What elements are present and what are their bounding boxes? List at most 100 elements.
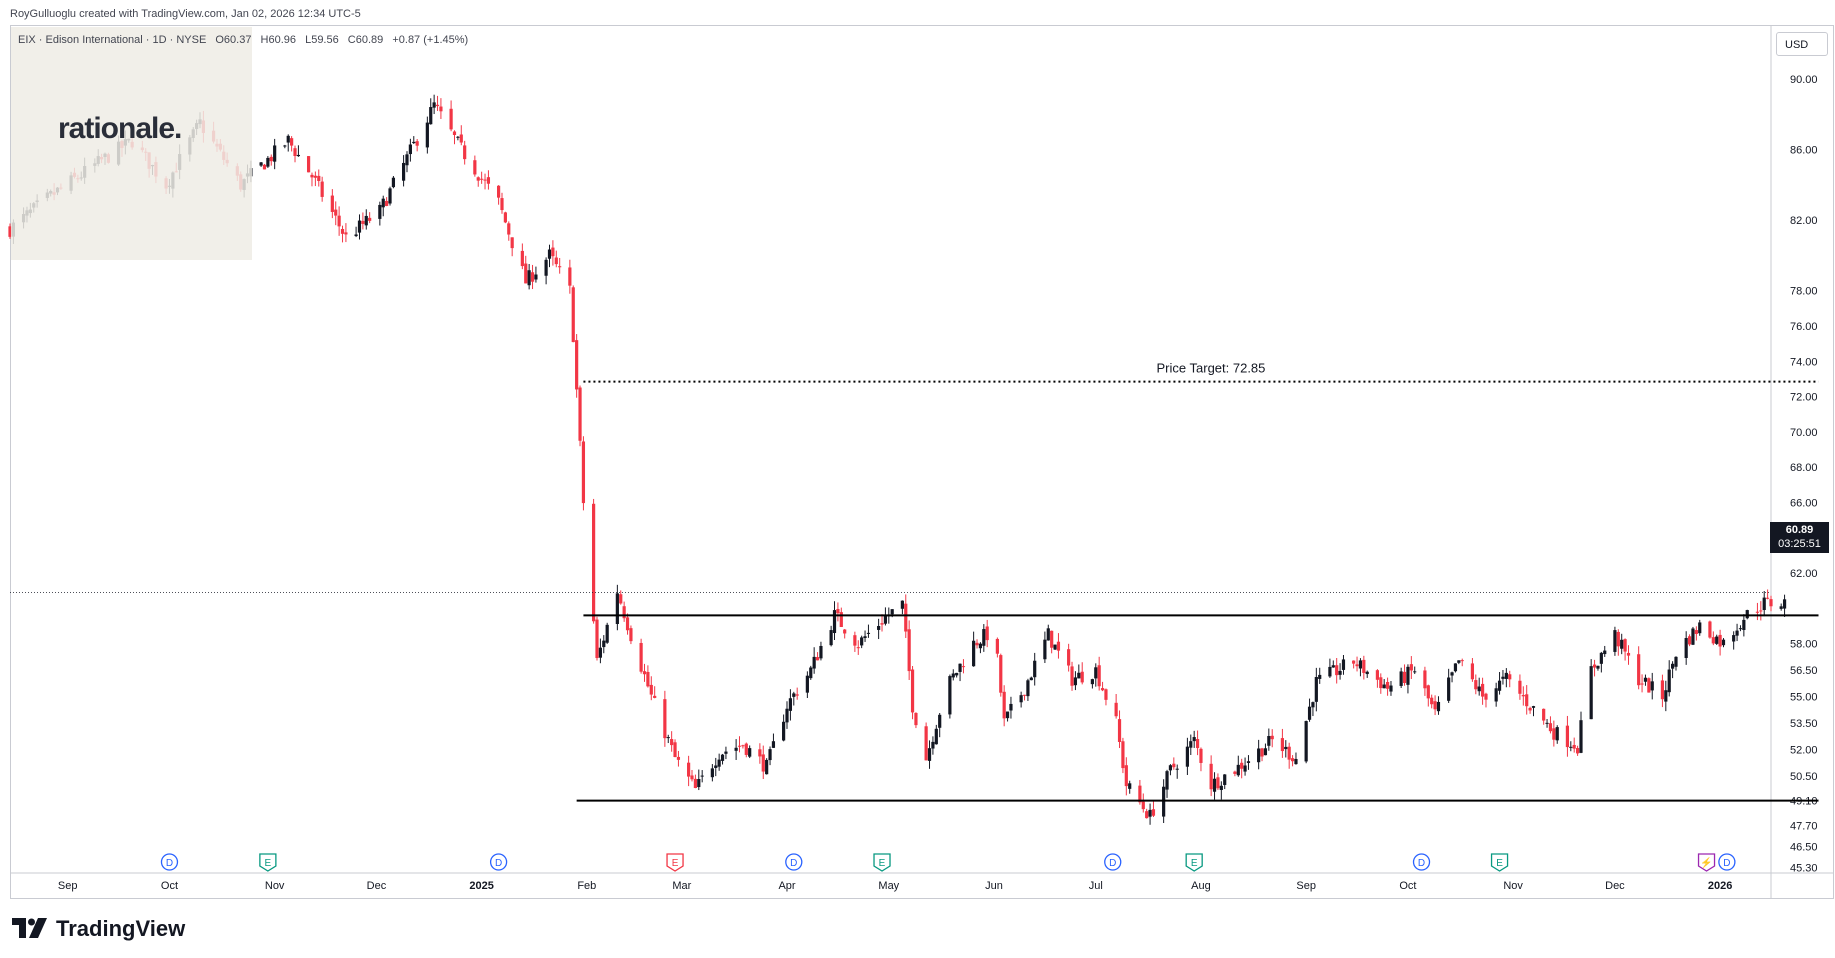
time-tick-label: Nov	[1503, 880, 1523, 892]
candle-body	[1667, 669, 1671, 693]
tradingview-brand[interactable]: TradingView	[12, 914, 185, 944]
candle-body	[1453, 663, 1458, 672]
candle-body	[737, 745, 742, 747]
candle-body	[792, 693, 796, 697]
candle-body	[955, 672, 959, 676]
candle-body	[1148, 809, 1152, 817]
time-tick-label: Oct	[1399, 880, 1416, 892]
price-tick-label: 72.00	[1790, 392, 1818, 404]
candle-body	[1192, 737, 1196, 742]
candle-body	[619, 594, 623, 604]
split-marker-glyph: ⚡	[1700, 856, 1712, 869]
candle-body	[914, 712, 918, 726]
candle-body	[639, 642, 643, 672]
candle-body	[1399, 671, 1403, 686]
candle-body	[734, 747, 738, 751]
candle-body	[877, 626, 881, 630]
candle-body	[1589, 666, 1593, 720]
candle-body	[843, 629, 847, 634]
candle-body	[1050, 630, 1054, 648]
candle-body	[1022, 694, 1027, 696]
dividend-marker-glyph: D	[1723, 858, 1730, 869]
candle-body	[1406, 666, 1410, 685]
candle-body	[1430, 697, 1434, 705]
candle-body	[995, 638, 999, 654]
candle-body	[646, 671, 650, 687]
candle-body	[605, 624, 609, 643]
earnings-marker-glyph: E	[672, 858, 679, 869]
candle-body	[476, 177, 480, 181]
candle-body	[1742, 619, 1746, 631]
tradingview-wordmark: TradingView	[56, 916, 186, 941]
legend-low: L59.56	[305, 34, 339, 46]
time-tick-label: Sep	[58, 880, 78, 892]
candle-body	[615, 593, 619, 625]
candle-body	[978, 643, 983, 649]
price-tick-label: 46.50	[1790, 842, 1818, 854]
candle-body	[1352, 660, 1356, 664]
candle-body	[812, 656, 816, 669]
candle-body	[527, 270, 531, 286]
candle-body	[1521, 695, 1525, 697]
candle-body	[1433, 701, 1437, 710]
candle-body	[425, 122, 429, 148]
candle-body	[1067, 649, 1071, 666]
candle-body	[497, 185, 501, 198]
candle-body	[1284, 746, 1288, 750]
candle-body	[1671, 663, 1675, 669]
candle-body	[1216, 777, 1220, 789]
candle-body	[1684, 638, 1688, 658]
candle-body	[578, 387, 582, 441]
candle-body	[344, 232, 348, 235]
watermark-panel	[11, 27, 252, 260]
candle-body	[1691, 628, 1695, 645]
candle-body	[1257, 748, 1261, 763]
candle-body	[1260, 748, 1264, 757]
candle-body	[622, 606, 626, 619]
candle-body	[551, 247, 555, 257]
candle-body	[690, 775, 694, 780]
candle-body	[1548, 723, 1553, 732]
candle-body	[357, 220, 362, 233]
candle-body	[1212, 778, 1217, 792]
time-tick-label: Dec	[1605, 880, 1625, 892]
candle-body	[1687, 636, 1692, 645]
candle-body	[1117, 719, 1122, 742]
candle-body	[500, 198, 504, 211]
candle-body	[1674, 656, 1678, 667]
candle-body	[1056, 641, 1061, 651]
candle-body	[1698, 622, 1702, 634]
candle-body	[1365, 671, 1369, 675]
candle-body	[649, 684, 653, 695]
candle-body	[676, 756, 681, 760]
candle-body	[259, 162, 263, 166]
candle-body	[853, 635, 857, 646]
price-tick-label: 50.50	[1790, 771, 1818, 783]
candle-body	[1480, 683, 1485, 697]
candle-body	[836, 609, 840, 614]
candle-body	[758, 749, 762, 757]
candle-body	[829, 630, 833, 646]
time-tick-label: Apr	[778, 880, 795, 892]
candle-body	[1355, 664, 1359, 667]
candle-body	[340, 228, 345, 234]
earnings-marker-glyph: E	[265, 858, 272, 869]
candle-body	[378, 204, 382, 219]
candle-body	[1484, 693, 1488, 700]
candle-body	[1172, 763, 1176, 768]
candle-body	[927, 748, 932, 761]
candle-body	[1718, 634, 1722, 647]
candle-body	[1711, 637, 1715, 644]
bar-countdown: 03:25:51	[1778, 538, 1821, 550]
candle-body	[337, 215, 341, 227]
currency-selector[interactable]: USD	[1776, 32, 1828, 56]
candle-body	[951, 673, 955, 678]
candle-body	[520, 250, 524, 267]
candle-body	[1243, 765, 1247, 772]
candle-body	[1097, 665, 1101, 687]
candle-body	[8, 226, 12, 237]
candle-body	[401, 162, 406, 181]
candle-body	[1077, 672, 1081, 679]
candle-body	[938, 714, 942, 728]
